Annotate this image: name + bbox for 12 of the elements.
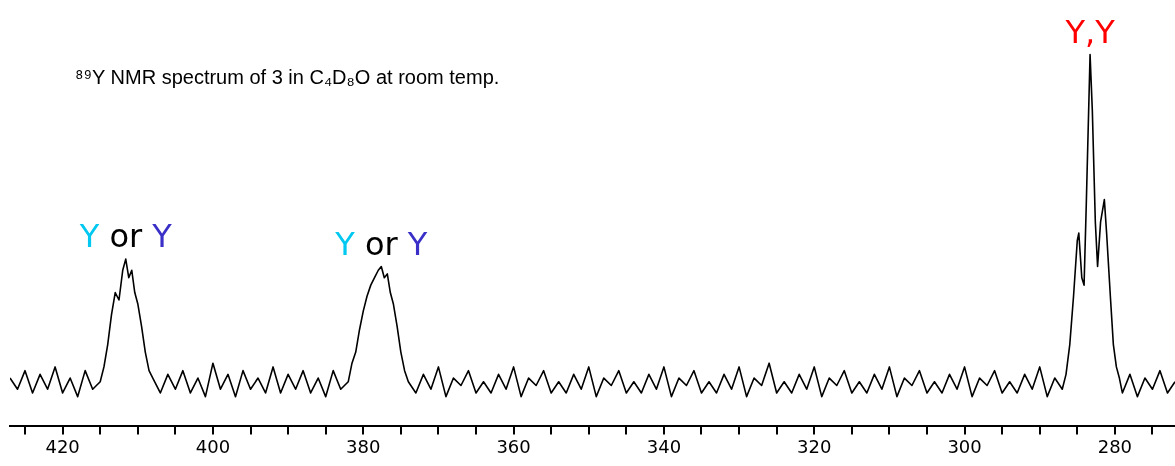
annotation: Y,Y [1064, 12, 1116, 51]
x-tick-label: 280 [1097, 435, 1133, 457]
x-tick-label: 380 [346, 435, 381, 457]
x-tick-label: 340 [646, 435, 682, 457]
annotation: Y or Y [78, 217, 173, 256]
x-tick-label: 360 [496, 435, 531, 457]
text: ⁸⁹Y NMR spectrum of 3 in C₄D₈O at room temp. [75, 66, 500, 89]
x-tick-label: 300 [947, 435, 982, 457]
x-tick-label: 420 [45, 435, 80, 457]
annotation: Y or Y [334, 224, 428, 263]
x-tick-label: 320 [797, 435, 832, 457]
x-tick-label: 400 [195, 435, 231, 457]
